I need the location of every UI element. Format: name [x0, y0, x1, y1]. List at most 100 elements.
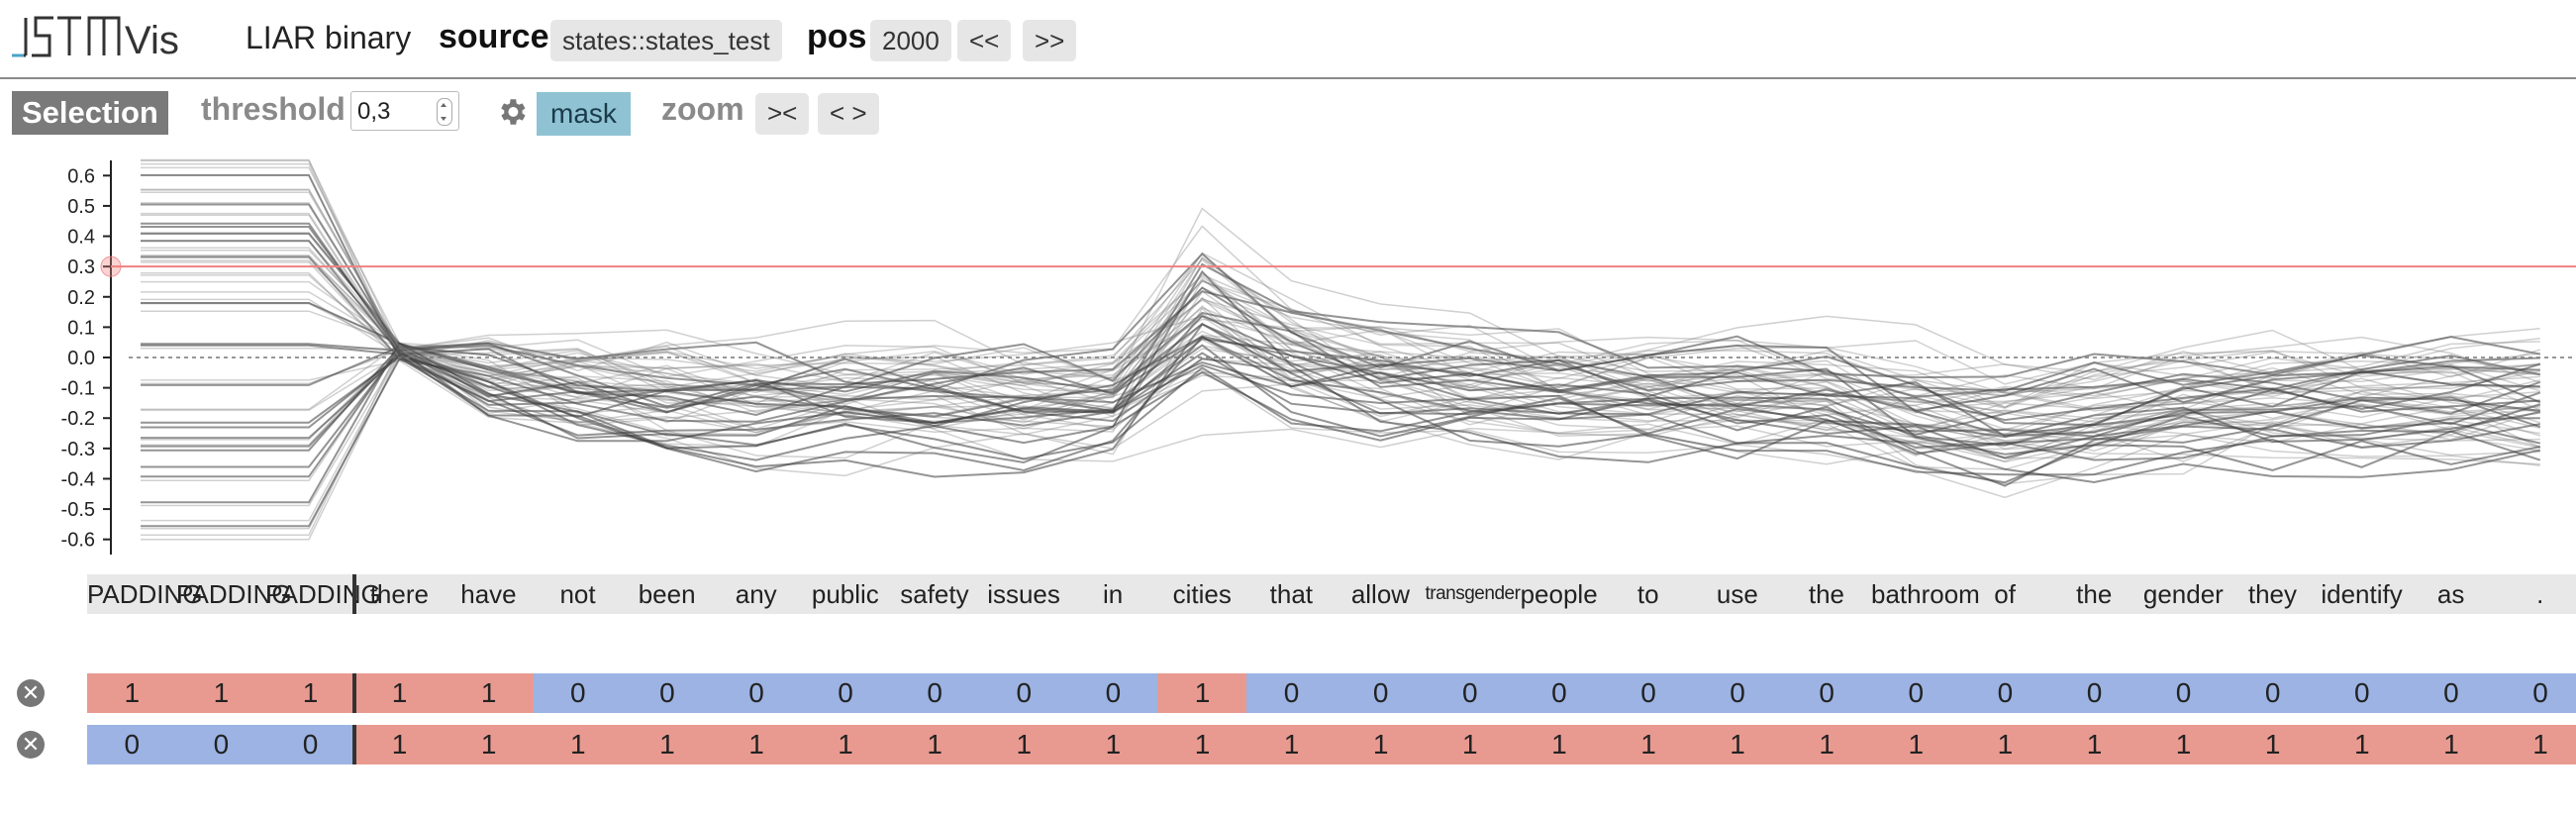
- annotation-cell: 1: [1960, 725, 2050, 764]
- token-word[interactable]: public: [811, 579, 879, 609]
- activation-line: [141, 275, 2540, 482]
- annotation-cell: 0: [711, 673, 802, 713]
- annotation-cell: 1: [1157, 725, 1247, 764]
- pos-value[interactable]: 2000: [870, 20, 951, 61]
- activation-line: [141, 302, 2540, 485]
- annotation-cell: 1: [800, 725, 891, 764]
- annotation-cell: 1: [533, 725, 624, 764]
- activation-line: [141, 189, 2541, 456]
- y-tick-label: -0.1: [61, 378, 95, 400]
- annotation-cell: 1: [1871, 725, 1961, 764]
- token-word[interactable]: the: [2076, 579, 2113, 609]
- annotation-cell: 0: [1692, 673, 1783, 713]
- activation-line: [141, 188, 2540, 466]
- token-word[interactable]: to: [1636, 579, 1659, 609]
- annotation-cell: 1: [1781, 725, 1872, 764]
- annotation-cell: 1: [354, 725, 445, 764]
- mask-button[interactable]: mask: [537, 92, 631, 136]
- annotation-cell: 0: [2228, 673, 2318, 713]
- activation-line: [141, 202, 2541, 394]
- token-word[interactable]: bathroom: [1871, 579, 1980, 609]
- annotation-cell: 1: [354, 673, 445, 713]
- y-tick-label: 0.6: [67, 165, 95, 187]
- token-word[interactable]: not: [559, 579, 596, 609]
- token-word[interactable]: of: [1994, 579, 2016, 609]
- padding-divider: [352, 673, 357, 713]
- annotation-cell: 1: [711, 725, 802, 764]
- annotation-cell: 1: [444, 673, 534, 713]
- token-word[interactable]: gender: [2142, 579, 2224, 609]
- annotation-cell: 1: [1514, 725, 1605, 764]
- threshold-handle[interactable]: [100, 255, 122, 277]
- token-word[interactable]: cities: [1172, 579, 1232, 609]
- activation-line: [141, 256, 2540, 423]
- activation-line: [141, 310, 2541, 462]
- annotation-cell: 1: [889, 725, 980, 764]
- activation-line: [141, 252, 2540, 447]
- next-button[interactable]: >>: [1023, 20, 1077, 61]
- header: Vis LIAR binary source states::states_te…: [0, 0, 2576, 79]
- token-word[interactable]: issues: [987, 579, 1060, 609]
- annotation-cell: 0: [1960, 673, 2050, 713]
- token-word[interactable]: PADDING: [87, 579, 203, 609]
- gear-icon[interactable]: [495, 95, 529, 129]
- token-word[interactable]: as: [2436, 579, 2465, 609]
- y-tick-label: 0.3: [67, 256, 95, 278]
- source-select[interactable]: states::states_test: [550, 20, 782, 61]
- token-word[interactable]: use: [1716, 579, 1758, 609]
- annotation-cell: 0: [1246, 673, 1337, 713]
- token-word[interactable]: identify: [2321, 579, 2403, 609]
- token-word[interactable]: they: [2247, 579, 2298, 609]
- activation-line: [141, 254, 2540, 457]
- y-axis: 0.6 0.5 0.4 0.3 0.2 0.1 0.0 -0.1 -0.2 -0.3 -0.4 -0.…: [61, 160, 112, 555]
- threshold-stepper[interactable]: [437, 98, 452, 126]
- token-word[interactable]: have: [460, 579, 517, 609]
- close-icon[interactable]: ✕: [17, 731, 45, 759]
- annotation-cell: 1: [622, 725, 713, 764]
- annotation-cell: 0: [800, 673, 891, 713]
- token-word[interactable]: .: [2536, 579, 2544, 609]
- activation-line: [141, 318, 2540, 530]
- activation-plot[interactable]: 0.6 0.5 0.4 0.3 0.2 0.1 0.0 -0.1 -0.2 -0.3 -0.4 -0.…: [0, 149, 2576, 564]
- zoom-in-button[interactable]: ><: [755, 93, 810, 135]
- activation-line: [141, 240, 2540, 465]
- token-word[interactable]: people: [1520, 579, 1598, 609]
- zoom-out-button[interactable]: < >: [818, 93, 879, 135]
- token-word[interactable]: any: [735, 579, 777, 609]
- token-word[interactable]: the: [1808, 579, 1845, 609]
- token-word[interactable]: safety: [900, 579, 969, 609]
- token-word[interactable]: in: [1103, 579, 1124, 609]
- activation-line: [141, 346, 2541, 449]
- prev-button[interactable]: <<: [957, 20, 1012, 61]
- y-tick-label: 0.0: [67, 348, 95, 369]
- token-word[interactable]: there: [369, 579, 429, 609]
- annotation-cell: 0: [622, 673, 713, 713]
- activation-line: [141, 226, 2540, 408]
- annotation-cell: 1: [1246, 725, 1337, 764]
- threshold-label: threshold: [201, 91, 346, 127]
- activation-line: [141, 335, 2541, 484]
- annotation-cell: 0: [979, 673, 1069, 713]
- token-word[interactable]: been: [638, 579, 696, 609]
- threshold-input[interactable]: 0,3: [350, 91, 459, 131]
- annotation-cell: 0: [1871, 673, 1961, 713]
- token-word[interactable]: PADDING: [176, 579, 292, 609]
- padding-divider: [352, 574, 357, 614]
- activation-line: [141, 252, 2540, 385]
- annotation-cell: 0: [2406, 673, 2497, 713]
- zoom-label: zoom: [661, 91, 744, 127]
- annotation-cell: 1: [2138, 725, 2229, 764]
- annotation-cell: 1: [2228, 725, 2318, 764]
- y-tick-label: -0.4: [61, 468, 95, 490]
- activation-line: [141, 166, 2540, 415]
- token-word[interactable]: that: [1269, 579, 1314, 609]
- token-word[interactable]: PADDING: [265, 579, 381, 609]
- token-word[interactable]: allow: [1350, 579, 1411, 609]
- activation-line: [141, 233, 2541, 417]
- activation-line: [141, 256, 2540, 448]
- close-icon[interactable]: ✕: [17, 679, 45, 707]
- threshold-value: 0,3: [357, 98, 391, 125]
- annotation-cell: 1: [265, 673, 355, 713]
- activation-line: [141, 203, 2540, 460]
- token-word[interactable]: transgender: [1425, 583, 1521, 604]
